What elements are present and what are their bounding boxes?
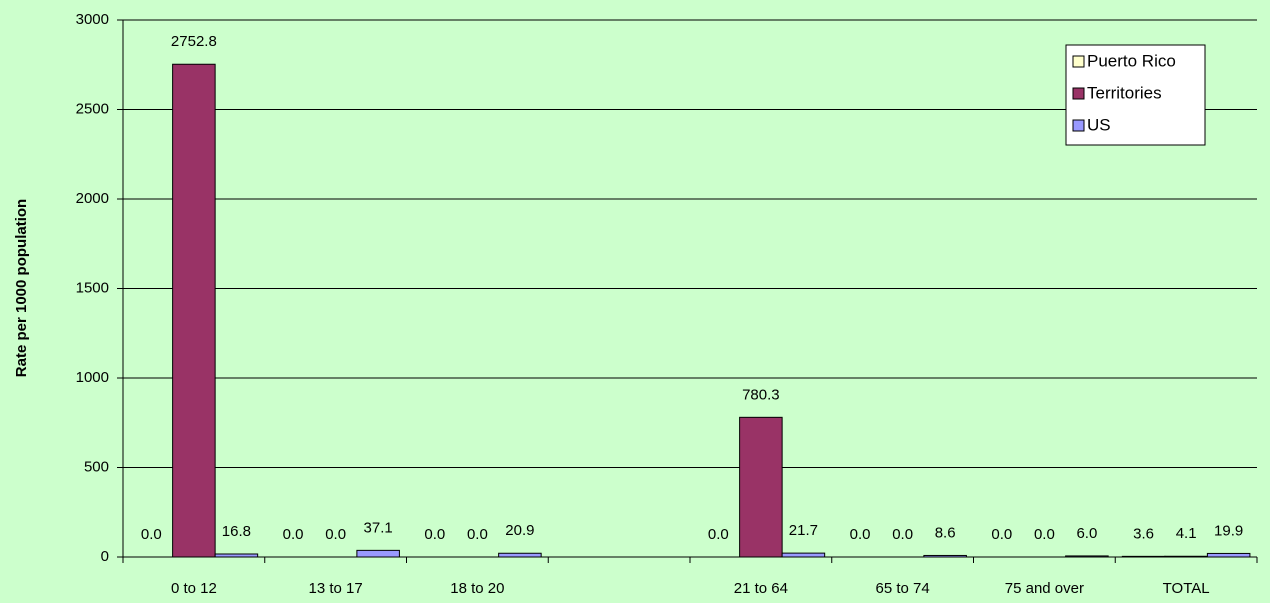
value-label: 8.6 [935, 524, 956, 541]
value-label: 780.3 [742, 386, 780, 403]
bar [498, 552, 542, 558]
x-tick-label: 13 to 17 [309, 580, 363, 597]
legend-label: Puerto Rico [1087, 51, 1176, 70]
bar [356, 549, 400, 558]
value-label: 0.0 [1034, 526, 1055, 543]
y-tick-label: 2500 [76, 100, 109, 117]
legend-swatch [1072, 119, 1085, 132]
legend-label: US [1087, 115, 1111, 134]
value-label: 19.9 [1214, 522, 1243, 539]
y-tick-label: 3000 [76, 11, 109, 28]
x-tick-label: 65 to 74 [876, 580, 930, 597]
y-tick-label: 1500 [76, 279, 109, 296]
y-tick-label: 0 [101, 548, 109, 565]
legend-swatch [1072, 55, 1085, 68]
value-label: 0.0 [892, 526, 913, 543]
x-tick-label: 21 to 64 [734, 580, 788, 597]
value-label: 3.6 [1133, 525, 1154, 542]
legend-box [1065, 44, 1206, 146]
value-label: 4.1 [1176, 525, 1197, 542]
x-tick-label: TOTAL [1163, 580, 1210, 597]
value-label: 37.1 [364, 519, 393, 536]
value-label: 0.0 [991, 526, 1012, 543]
legend-swatch [1072, 87, 1085, 100]
bar [1206, 552, 1251, 558]
value-label: 0.0 [283, 526, 304, 543]
x-tick-label: 18 to 20 [450, 580, 504, 597]
y-tick-label: 2000 [76, 190, 109, 207]
value-label: 20.9 [505, 522, 534, 539]
value-label: 0.0 [850, 526, 871, 543]
bar [739, 416, 783, 558]
y-tick-label: 500 [84, 458, 109, 475]
value-label: 0.0 [467, 526, 488, 543]
value-label: 6.0 [1076, 525, 1097, 542]
legend-label: Territories [1087, 83, 1162, 102]
x-tick-label: 0 to 12 [171, 580, 217, 597]
value-label: 21.7 [789, 522, 818, 539]
value-label: 16.8 [222, 523, 251, 540]
y-tick-label: 1000 [76, 369, 109, 386]
y-axis-label: Rate per 1000 population [13, 199, 30, 377]
bar [172, 63, 216, 558]
x-tick-label: 75 and over [1005, 580, 1084, 597]
value-label: 0.0 [325, 526, 346, 543]
bar [781, 552, 826, 558]
value-label: 2752.8 [171, 33, 217, 50]
value-label: 0.0 [708, 526, 729, 543]
value-label: 0.0 [141, 526, 162, 543]
value-label: 0.0 [424, 526, 445, 543]
